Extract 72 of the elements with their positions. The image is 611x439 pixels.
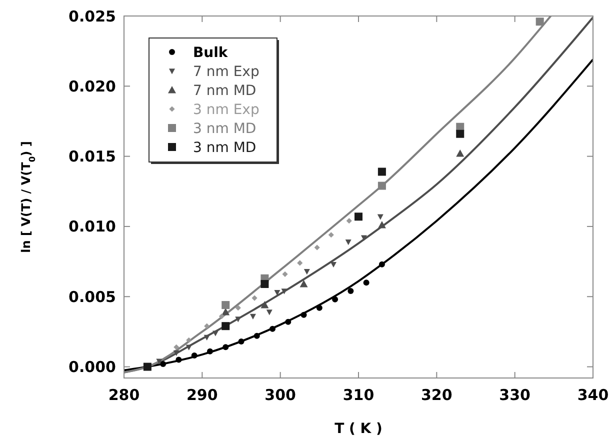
y-tick-label: 0.025 (68, 7, 116, 26)
point (218, 313, 225, 320)
point (174, 344, 180, 350)
legend-label: 3 nm Exp (193, 102, 260, 118)
point (212, 330, 218, 336)
y-tick-label: 0.015 (68, 148, 116, 166)
legend-label: 7 nm Exp (193, 64, 260, 80)
x-tick-label: 340 (577, 386, 609, 404)
legend-label: Bulk (193, 44, 228, 61)
point (204, 334, 210, 341)
point (378, 168, 386, 176)
y-tick-label: 0.000 (68, 358, 116, 376)
point (206, 348, 213, 354)
point (222, 301, 230, 310)
y-tick-label: 0.005 (68, 288, 116, 306)
point (377, 214, 384, 220)
point (456, 150, 464, 157)
point (345, 240, 352, 246)
point (191, 352, 198, 359)
point (238, 338, 244, 345)
point (270, 326, 276, 332)
point (252, 295, 258, 301)
point (222, 308, 230, 316)
point (143, 362, 152, 371)
point (260, 301, 269, 308)
point (250, 314, 256, 320)
point (285, 318, 292, 325)
point (222, 322, 230, 330)
point (281, 288, 288, 294)
point (300, 280, 308, 288)
legend-label: 7 nm MD (193, 82, 256, 99)
point (176, 356, 182, 363)
legend-label: 3 nm MD (193, 120, 256, 137)
point (204, 323, 210, 329)
point (536, 18, 544, 26)
point (304, 268, 310, 275)
x-tick-label: 320 (421, 386, 452, 404)
y-tick-label: 0.010 (68, 218, 116, 236)
point (254, 332, 260, 339)
point (260, 280, 269, 288)
point (378, 182, 386, 190)
point (360, 235, 367, 241)
point (186, 344, 192, 350)
legend-label: 3 nm MD (193, 140, 256, 156)
x-tick-label: 280 (108, 386, 140, 404)
x-tick-label: 310 (342, 386, 374, 404)
point (160, 360, 166, 367)
x-axis-title: T ( K ) (334, 421, 382, 437)
x-tick-label: 300 (264, 386, 296, 404)
x-tick-label: 290 (186, 386, 218, 404)
point (354, 212, 362, 221)
point (314, 244, 320, 250)
point (456, 130, 464, 138)
point (378, 221, 386, 228)
point (297, 260, 303, 266)
point (222, 344, 229, 350)
point (378, 261, 385, 268)
point (348, 288, 354, 294)
point (332, 296, 338, 302)
point (235, 305, 241, 311)
point (346, 218, 352, 224)
point (186, 337, 192, 343)
point (173, 350, 180, 356)
y-tick-label: 0.020 (68, 77, 116, 96)
point (266, 310, 272, 316)
point (328, 232, 334, 238)
x-tick-label: 330 (499, 386, 530, 404)
point (156, 358, 162, 364)
point (316, 304, 322, 311)
point (282, 271, 288, 277)
point (363, 280, 370, 286)
point (300, 312, 307, 318)
